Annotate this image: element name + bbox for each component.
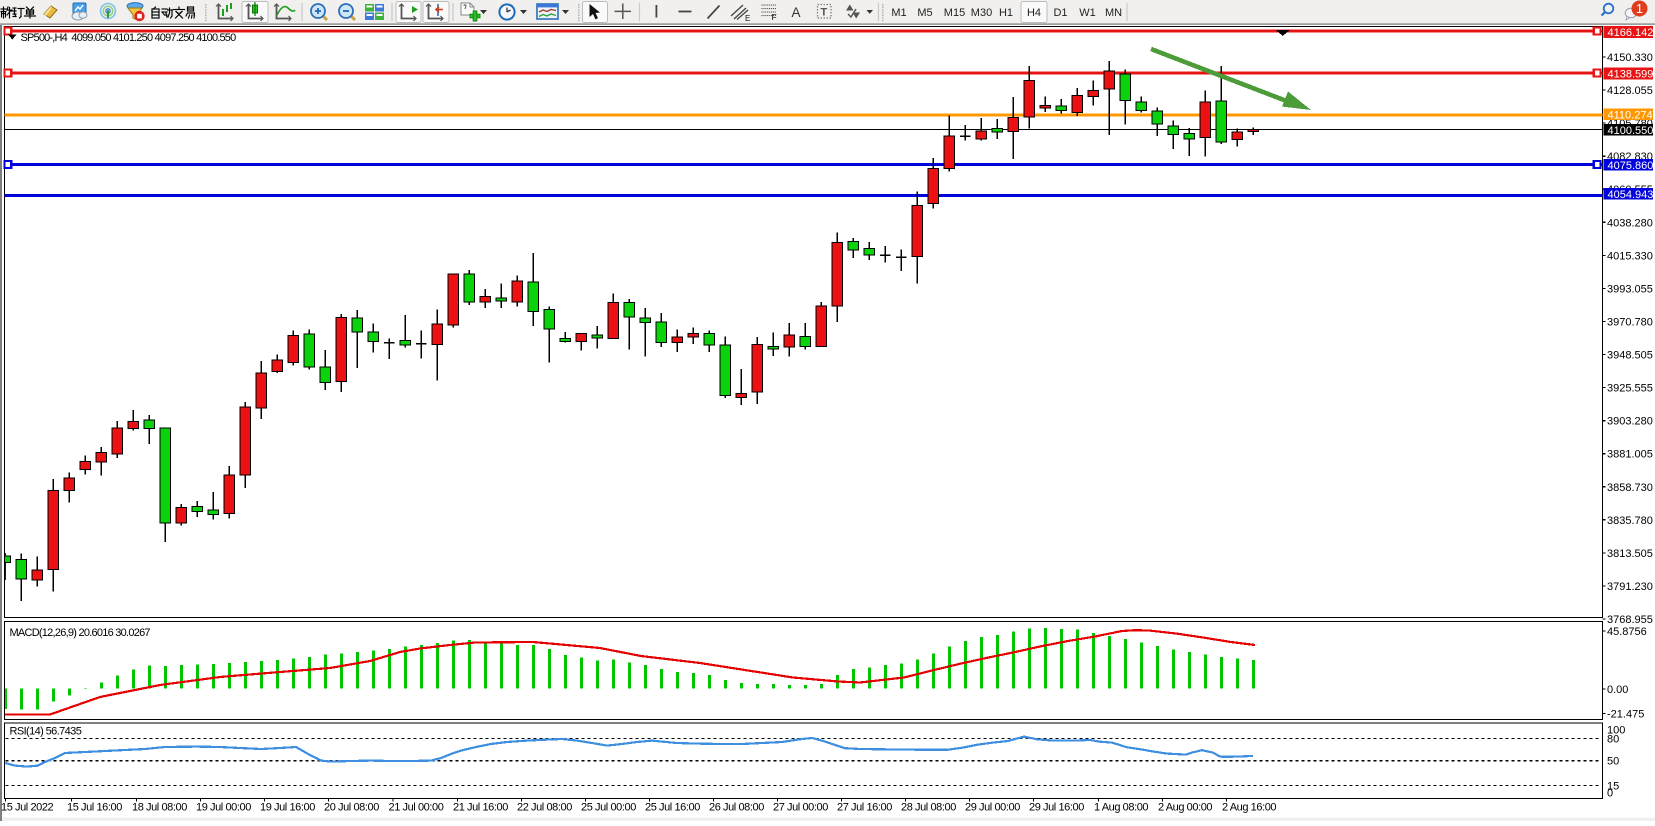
svg-text:4054.943: 4054.943 <box>1608 189 1654 201</box>
svg-text:E: E <box>745 14 750 23</box>
svg-text:29 Jul 00:00: 29 Jul 00:00 <box>965 802 1020 814</box>
svg-text:3835.780: 3835.780 <box>1607 515 1653 527</box>
svg-text:MACD(12,26,9) 20.6016 30.0267: MACD(12,26,9) 20.6016 30.0267 <box>10 627 151 639</box>
svg-text:4166.142: 4166.142 <box>1608 27 1654 39</box>
svg-text:3791.230: 3791.230 <box>1607 581 1653 593</box>
svg-text:19 Jul 00:00: 19 Jul 00:00 <box>196 802 251 814</box>
svg-text:3903.280: 3903.280 <box>1607 416 1653 428</box>
svg-text:20 Jul 08:00: 20 Jul 08:00 <box>324 802 379 814</box>
svg-text:4150.330: 4150.330 <box>1607 52 1653 64</box>
svg-text:SP500-,H4 4099.050 4101.250 4: SP500-,H4 4099.050 4101.250 4097.250 410… <box>21 32 237 44</box>
svg-text:15 Jul 2022: 15 Jul 2022 <box>1 802 54 814</box>
svg-text:100: 100 <box>1607 725 1625 737</box>
svg-text:1 Aug 08:00: 1 Aug 08:00 <box>1094 802 1148 814</box>
svg-text:MN: MN <box>1105 7 1122 19</box>
svg-text:F: F <box>772 12 777 22</box>
svg-text:21 Jul 16:00: 21 Jul 16:00 <box>453 802 508 814</box>
svg-text:T: T <box>821 7 828 19</box>
svg-text:M30: M30 <box>971 7 992 19</box>
svg-text:4038.280: 4038.280 <box>1607 217 1653 229</box>
svg-text:3993.055: 3993.055 <box>1607 283 1653 295</box>
svg-text:3768.955: 3768.955 <box>1607 614 1653 626</box>
svg-text:4075.860: 4075.860 <box>1608 160 1654 172</box>
svg-text:W1: W1 <box>1079 7 1096 19</box>
svg-text:21 Jul 00:00: 21 Jul 00:00 <box>389 802 444 814</box>
svg-text:22 Jul 08:00: 22 Jul 08:00 <box>517 802 572 814</box>
svg-text:15: 15 <box>1607 781 1619 793</box>
svg-text:4128.055: 4128.055 <box>1607 85 1653 97</box>
svg-text:27 Jul 16:00: 27 Jul 16:00 <box>837 802 892 814</box>
svg-text:3925.555: 3925.555 <box>1607 383 1653 395</box>
svg-text:4100.550: 4100.550 <box>1608 125 1654 137</box>
svg-text:D1: D1 <box>1053 7 1067 19</box>
svg-text:3813.505: 3813.505 <box>1607 548 1653 560</box>
svg-text:2 Aug 00:00: 2 Aug 00:00 <box>1158 802 1212 814</box>
svg-text:29 Jul 16:00: 29 Jul 16:00 <box>1029 802 1084 814</box>
svg-text:4015.330: 4015.330 <box>1607 250 1653 262</box>
svg-text:15 Jul 16:00: 15 Jul 16:00 <box>67 802 122 814</box>
svg-text:19 Jul 16:00: 19 Jul 16:00 <box>260 802 315 814</box>
svg-text:28 Jul 08:00: 28 Jul 08:00 <box>901 802 956 814</box>
svg-text:M5: M5 <box>917 7 932 19</box>
svg-text:H4: H4 <box>1027 7 1041 19</box>
svg-text:2 Aug 16:00: 2 Aug 16:00 <box>1222 802 1276 814</box>
svg-text:50: 50 <box>1607 756 1619 768</box>
svg-text:3948.505: 3948.505 <box>1607 350 1653 362</box>
svg-text:27 Jul 00:00: 27 Jul 00:00 <box>773 802 828 814</box>
svg-text:25 Jul 16:00: 25 Jul 16:00 <box>645 802 700 814</box>
svg-text:3970.780: 3970.780 <box>1607 317 1653 329</box>
svg-text:18 Jul 08:00: 18 Jul 08:00 <box>132 802 187 814</box>
svg-text:4110.274: 4110.274 <box>1608 109 1653 121</box>
svg-text:1: 1 <box>1636 2 1643 16</box>
svg-text:80: 80 <box>1607 733 1619 745</box>
svg-text:3881.005: 3881.005 <box>1607 449 1653 461</box>
svg-text:25 Jul 00:00: 25 Jul 00:00 <box>581 802 636 814</box>
svg-text:3858.730: 3858.730 <box>1607 482 1653 494</box>
svg-text:A: A <box>792 5 801 20</box>
svg-text:4138.599: 4138.599 <box>1608 69 1654 81</box>
svg-text:45.8756: 45.8756 <box>1607 626 1647 638</box>
svg-text:-21.475: -21.475 <box>1607 709 1644 721</box>
svg-text:26 Jul 08:00: 26 Jul 08:00 <box>709 802 764 814</box>
svg-text:RSI(14) 56.7435: RSI(14) 56.7435 <box>10 726 82 738</box>
svg-text:H1: H1 <box>999 7 1013 19</box>
svg-text:M15: M15 <box>944 7 965 19</box>
svg-text:0: 0 <box>1607 788 1613 800</box>
svg-text:0.00: 0.00 <box>1607 684 1628 696</box>
svg-text:M1: M1 <box>891 7 906 19</box>
